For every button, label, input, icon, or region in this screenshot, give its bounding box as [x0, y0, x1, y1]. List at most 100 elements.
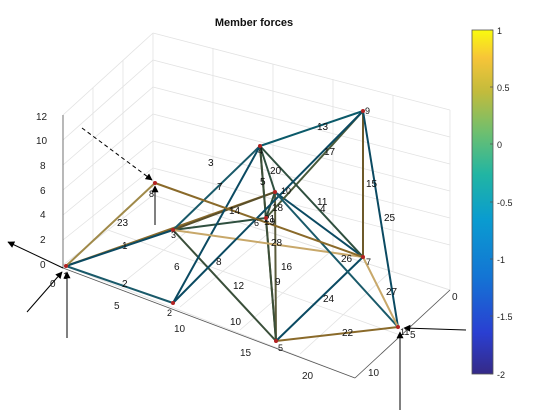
- member-label: 25: [384, 213, 396, 224]
- colorbar-tick: -2: [497, 370, 505, 380]
- colorbar-gradient: [471, 29, 494, 375]
- member-label: 1: [122, 241, 128, 252]
- member-label: 13: [317, 122, 329, 133]
- x-tick: 5: [114, 301, 120, 312]
- y-tick: 0: [452, 292, 458, 303]
- node-marker: [258, 144, 262, 148]
- member-label: 16: [281, 262, 293, 273]
- member-3: [172, 145, 261, 231]
- member-label: 8: [216, 257, 222, 268]
- node-label: 7: [366, 257, 371, 267]
- member-11: [274, 191, 364, 258]
- y-tick: 5: [410, 330, 416, 341]
- member-1: [65, 265, 174, 304]
- z-tick: 4: [40, 210, 46, 221]
- member-13: [259, 110, 364, 147]
- node-marker: [361, 255, 365, 259]
- member-label: 18: [272, 203, 284, 214]
- node-label: 6: [254, 218, 259, 228]
- z-tick: 6: [40, 186, 46, 197]
- x-tick: 0: [50, 279, 56, 290]
- node-label: 4: [258, 146, 263, 156]
- colorbar-tick: -1: [497, 255, 505, 265]
- support-arrow: [26, 271, 63, 313]
- member-27: [362, 256, 399, 328]
- member-25: [362, 110, 399, 328]
- colorbar-tick: -0.5: [497, 198, 513, 208]
- member-label: 28: [271, 238, 283, 249]
- member-label: 20: [270, 166, 282, 177]
- colorbar-tick: 1: [497, 26, 502, 36]
- member-label: 3: [208, 158, 214, 169]
- y-tick: 10: [368, 368, 380, 379]
- truss-members: [65, 110, 399, 342]
- y-axis-ticks: 0 5 10: [368, 292, 458, 379]
- axes-grid: [62, 32, 451, 379]
- member-label: 11: [317, 197, 328, 208]
- member-23: [65, 182, 156, 267]
- member-label: 17: [324, 147, 336, 158]
- node-label: 10: [281, 186, 291, 196]
- load-arrow: [81, 127, 153, 181]
- member-22: [275, 326, 399, 342]
- member-21: [172, 110, 364, 304]
- node-marker: [171, 228, 175, 232]
- member-6: [172, 217, 267, 231]
- member-18: [172, 145, 261, 304]
- node-marker: [396, 325, 400, 329]
- member-label: 6: [174, 262, 180, 273]
- member-28: [154, 182, 364, 258]
- member-label: 5: [260, 177, 266, 188]
- member-label: 7: [217, 182, 223, 193]
- colorbar-tick: -1.5: [497, 312, 513, 322]
- load-arrows: [7, 127, 467, 410]
- z-tick: 10: [36, 136, 48, 147]
- node-marker: [273, 190, 277, 194]
- node-marker: [64, 264, 68, 268]
- node-label: 3: [171, 230, 176, 240]
- member-label: 4: [320, 204, 326, 215]
- member-26: [274, 191, 399, 328]
- node-marker: [274, 339, 278, 343]
- member-24: [275, 256, 364, 342]
- member-label: 19: [264, 217, 276, 228]
- chart-title: Member forces: [215, 17, 293, 29]
- member-label: 26: [341, 254, 353, 265]
- member-label: 14: [229, 206, 241, 217]
- colorbar-tick: 0: [497, 140, 502, 150]
- node-label: 8: [149, 189, 154, 199]
- colorbar-tick: 0.5: [497, 83, 510, 93]
- member-label: 23: [117, 218, 129, 229]
- member-20: [259, 145, 364, 258]
- z-tick: 2: [40, 235, 46, 246]
- member-9: [274, 191, 277, 342]
- x-axis-ticks: 0 5 10 15 20: [50, 279, 314, 382]
- node-marker: [264, 216, 268, 220]
- member-label: 15: [366, 179, 378, 190]
- member-label: 24: [323, 294, 335, 305]
- node-marker: [171, 301, 175, 305]
- member-4: [65, 229, 174, 267]
- member-label: 10: [230, 317, 242, 328]
- colorbar: 1 0.5 0 -0.5 -1 -1.5 -2: [471, 26, 513, 380]
- member-label: 12: [233, 281, 245, 292]
- member-labels: 1234567891011121314151617181920212223242…: [117, 122, 398, 339]
- member-label: 21: [264, 214, 276, 225]
- x-tick: 15: [240, 348, 252, 359]
- node-label: 2: [167, 308, 172, 318]
- z-axis-ticks: 0 2 4 6 8 10 12: [36, 112, 48, 271]
- member-label: 27: [386, 287, 398, 298]
- z-tick: 8: [40, 161, 46, 172]
- reaction-arrow: [7, 241, 64, 269]
- node-marker: [361, 109, 365, 113]
- z-tick: 12: [36, 112, 48, 123]
- member-label: 22: [342, 328, 354, 339]
- support-arrow: [403, 324, 467, 332]
- node-marker: [153, 181, 157, 185]
- x-tick: 10: [174, 324, 186, 335]
- x-tick: 20: [302, 371, 314, 382]
- member-label: 2: [122, 279, 128, 290]
